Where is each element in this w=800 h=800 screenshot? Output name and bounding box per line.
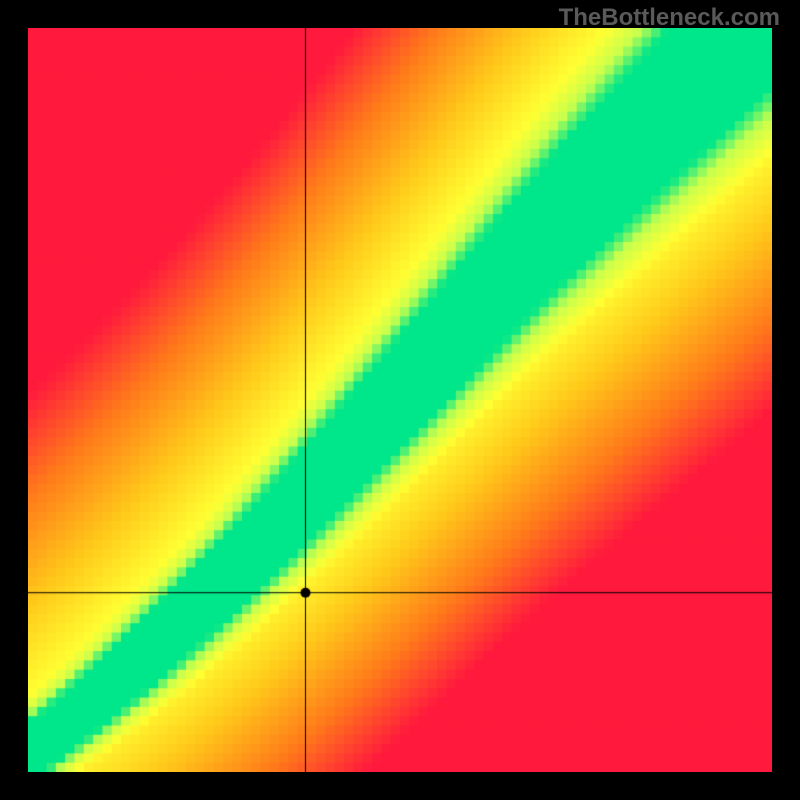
bottleneck-heatmap (28, 28, 772, 772)
chart-container: TheBottleneck.com (0, 0, 800, 800)
watermark-text: TheBottleneck.com (559, 4, 780, 32)
